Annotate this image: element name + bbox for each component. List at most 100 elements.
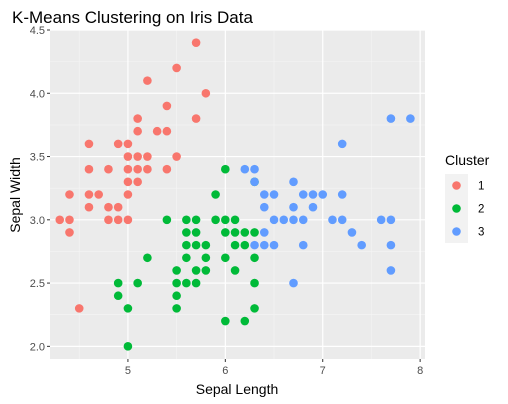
point-cluster-2 [172, 266, 181, 275]
point-cluster-3 [386, 114, 396, 123]
point-cluster-2 [240, 228, 250, 237]
point-cluster-2 [182, 240, 191, 250]
point-cluster-2 [250, 278, 259, 288]
point-cluster-3 [250, 240, 259, 250]
point-cluster-1 [162, 164, 172, 174]
point-cluster-2 [113, 278, 123, 288]
point-cluster-1 [123, 215, 133, 225]
point-cluster-2 [182, 215, 191, 225]
point-cluster-1 [123, 177, 133, 187]
point-cluster-1 [191, 114, 201, 123]
y-tick-label: 4.0 [30, 88, 45, 100]
legend-label-2: 2 [478, 204, 484, 216]
point-cluster-1 [172, 152, 181, 161]
point-cluster-2 [172, 291, 181, 301]
point-cluster-3 [289, 278, 298, 288]
point-cluster-2 [221, 253, 230, 263]
legend-title: Cluster [445, 152, 490, 168]
point-cluster-3 [259, 228, 269, 237]
point-cluster-2 [113, 291, 123, 301]
point-cluster-3 [250, 177, 259, 187]
point-cluster-1 [65, 190, 74, 199]
legend: Cluster 1 2 3 [445, 152, 490, 243]
point-cluster-1 [65, 228, 74, 237]
point-cluster-2 [191, 228, 201, 237]
point-cluster-2 [201, 266, 211, 275]
chart-title: K-Means Clustering on Iris Data [12, 8, 253, 27]
point-cluster-1 [143, 76, 152, 85]
point-cluster-1 [133, 177, 142, 187]
point-cluster-3 [406, 114, 415, 123]
point-cluster-3 [386, 266, 396, 275]
point-cluster-1 [123, 190, 133, 199]
legend-items: 1 2 3 [445, 174, 484, 243]
point-cluster-1 [152, 126, 162, 136]
point-cluster-3 [269, 190, 279, 199]
point-cluster-1 [94, 190, 104, 199]
point-cluster-3 [259, 240, 269, 250]
point-cluster-2 [182, 253, 191, 263]
point-cluster-3 [337, 215, 347, 225]
point-cluster-3 [386, 240, 396, 250]
point-cluster-1 [104, 202, 113, 212]
point-cluster-1 [143, 164, 152, 174]
point-cluster-3 [289, 202, 298, 212]
legend-marker-2 [452, 204, 461, 213]
point-cluster-1 [162, 101, 172, 111]
point-cluster-2 [221, 215, 230, 225]
point-cluster-2 [221, 164, 230, 174]
point-cluster-2 [143, 253, 152, 263]
point-cluster-1 [84, 202, 94, 212]
x-tick-label: 6 [222, 365, 228, 377]
point-cluster-2 [230, 240, 240, 250]
point-cluster-1 [123, 152, 133, 161]
y-tick-label: 4.5 [30, 25, 45, 37]
point-cluster-1 [84, 164, 94, 174]
point-cluster-1 [65, 215, 74, 225]
point-cluster-1 [133, 164, 142, 174]
point-cluster-1 [55, 215, 65, 225]
point-cluster-1 [113, 202, 123, 212]
point-cluster-1 [133, 114, 142, 123]
point-cluster-2 [240, 316, 250, 326]
point-cluster-2 [182, 278, 191, 288]
point-cluster-2 [191, 266, 201, 275]
point-cluster-1 [172, 63, 181, 73]
point-cluster-3 [259, 190, 269, 199]
point-cluster-1 [133, 126, 142, 136]
legend-label-3: 3 [478, 227, 484, 239]
point-cluster-3 [259, 202, 269, 212]
point-cluster-3 [298, 240, 308, 250]
point-cluster-3 [269, 240, 279, 250]
point-cluster-1 [113, 139, 123, 149]
y-tick-label: 2.0 [30, 341, 45, 353]
point-cluster-2 [230, 215, 240, 225]
point-cluster-3 [308, 202, 318, 212]
point-cluster-1 [123, 164, 133, 174]
x-axis-title: Sepal Length [196, 381, 279, 397]
x-tick-label: 8 [417, 365, 423, 377]
plot-panel [50, 30, 425, 359]
legend-marker-3 [452, 227, 461, 236]
point-cluster-1 [84, 190, 94, 199]
point-cluster-3 [289, 215, 298, 225]
point-cluster-3 [250, 164, 259, 174]
point-cluster-1 [74, 304, 84, 313]
point-cluster-2 [250, 253, 259, 263]
point-cluster-3 [308, 190, 318, 199]
point-cluster-2 [250, 304, 259, 313]
point-cluster-1 [191, 38, 201, 47]
point-cluster-1 [123, 139, 133, 149]
point-cluster-2 [201, 240, 211, 250]
point-cluster-2 [240, 240, 250, 250]
y-tick-label: 2.5 [30, 278, 45, 290]
point-cluster-3 [298, 215, 308, 225]
point-cluster-3 [337, 190, 347, 199]
point-cluster-2 [182, 228, 191, 237]
point-cluster-3 [269, 215, 279, 225]
point-cluster-3 [279, 215, 289, 225]
point-cluster-2 [191, 215, 201, 225]
point-cluster-3 [289, 177, 298, 187]
point-cluster-2 [221, 316, 230, 326]
